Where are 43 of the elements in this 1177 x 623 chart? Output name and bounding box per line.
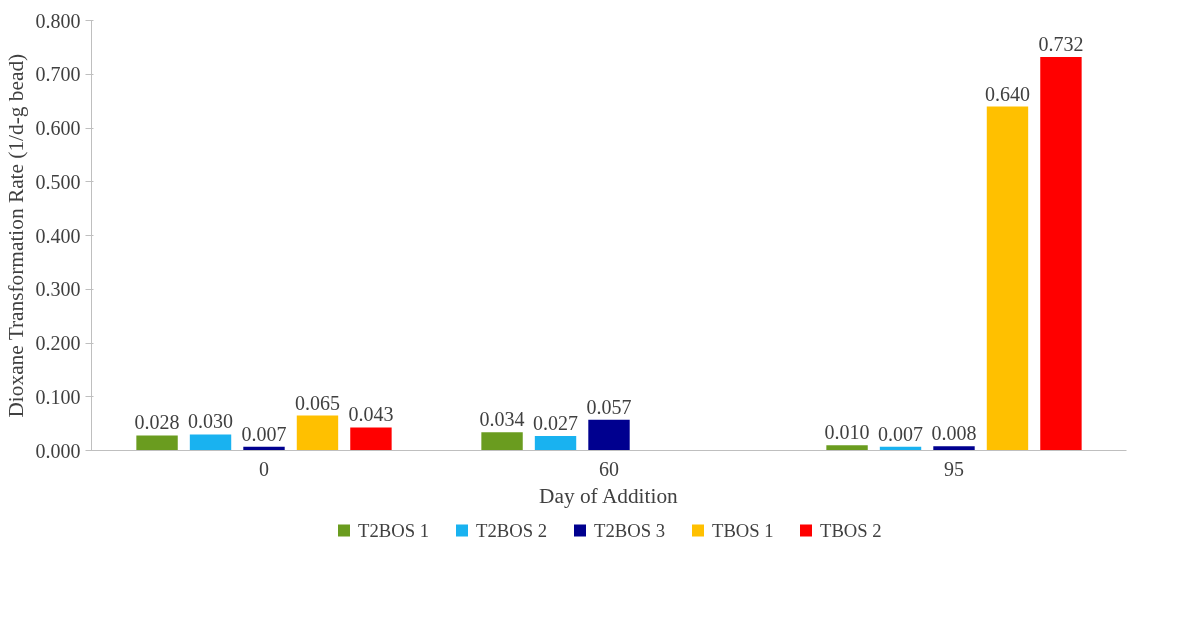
bar: [588, 419, 630, 451]
data-label: 0.057: [586, 395, 632, 418]
x-axis-title: Day of Addition: [539, 483, 679, 508]
data-label: 0.010: [824, 421, 870, 444]
legend-label: T2BOS 2: [476, 520, 548, 541]
data-label: 0.027: [533, 411, 579, 434]
y-tick-label: 0.000: [35, 439, 81, 462]
data-label: 0.030: [188, 410, 234, 433]
data-label: 0.007: [241, 422, 287, 445]
bar: [986, 106, 1029, 451]
bar: [296, 415, 339, 451]
y-tick-label: 0.200: [35, 332, 81, 354]
legend-label: T2BOS 1: [358, 520, 430, 541]
bar: [933, 446, 975, 451]
y-tick-label: 0.600: [35, 117, 81, 139]
data-label: 0.028: [134, 411, 180, 434]
bar: [350, 427, 392, 451]
y-axis-title: Dioxane Transformation Rate (1/d-g bead): [3, 53, 28, 418]
y-tick-label: 0.300: [35, 278, 81, 301]
bar: [534, 435, 577, 451]
data-label: 0.065: [294, 391, 340, 414]
data-label: 0.008: [931, 422, 977, 445]
x-tick-label: 0: [259, 457, 269, 480]
bar: [1040, 57, 1082, 451]
y-tick-label: 0.800: [35, 9, 81, 32]
legend-label: TBOS 2: [820, 520, 882, 541]
y-tick-label: 0.400: [35, 224, 81, 247]
y-tick-label: 0.100: [35, 385, 81, 408]
data-label: 0.043: [348, 403, 394, 426]
data-label: 0.007: [878, 422, 924, 445]
bar: [136, 435, 178, 451]
legend-label: T2BOS 3: [594, 520, 666, 541]
bar: [189, 434, 232, 451]
x-tick-label: 60: [599, 457, 619, 480]
x-tick-label: 95: [944, 457, 964, 480]
y-tick-label: 0.700: [35, 63, 81, 86]
data-label: 0.640: [984, 82, 1030, 105]
legend-label: TBOS 1: [712, 520, 774, 541]
data-label: 0.034: [479, 408, 525, 431]
bar: [826, 445, 868, 451]
data-label: 0.732: [1038, 33, 1084, 56]
bar: [481, 432, 523, 451]
y-tick-label: 0.500: [35, 170, 81, 193]
